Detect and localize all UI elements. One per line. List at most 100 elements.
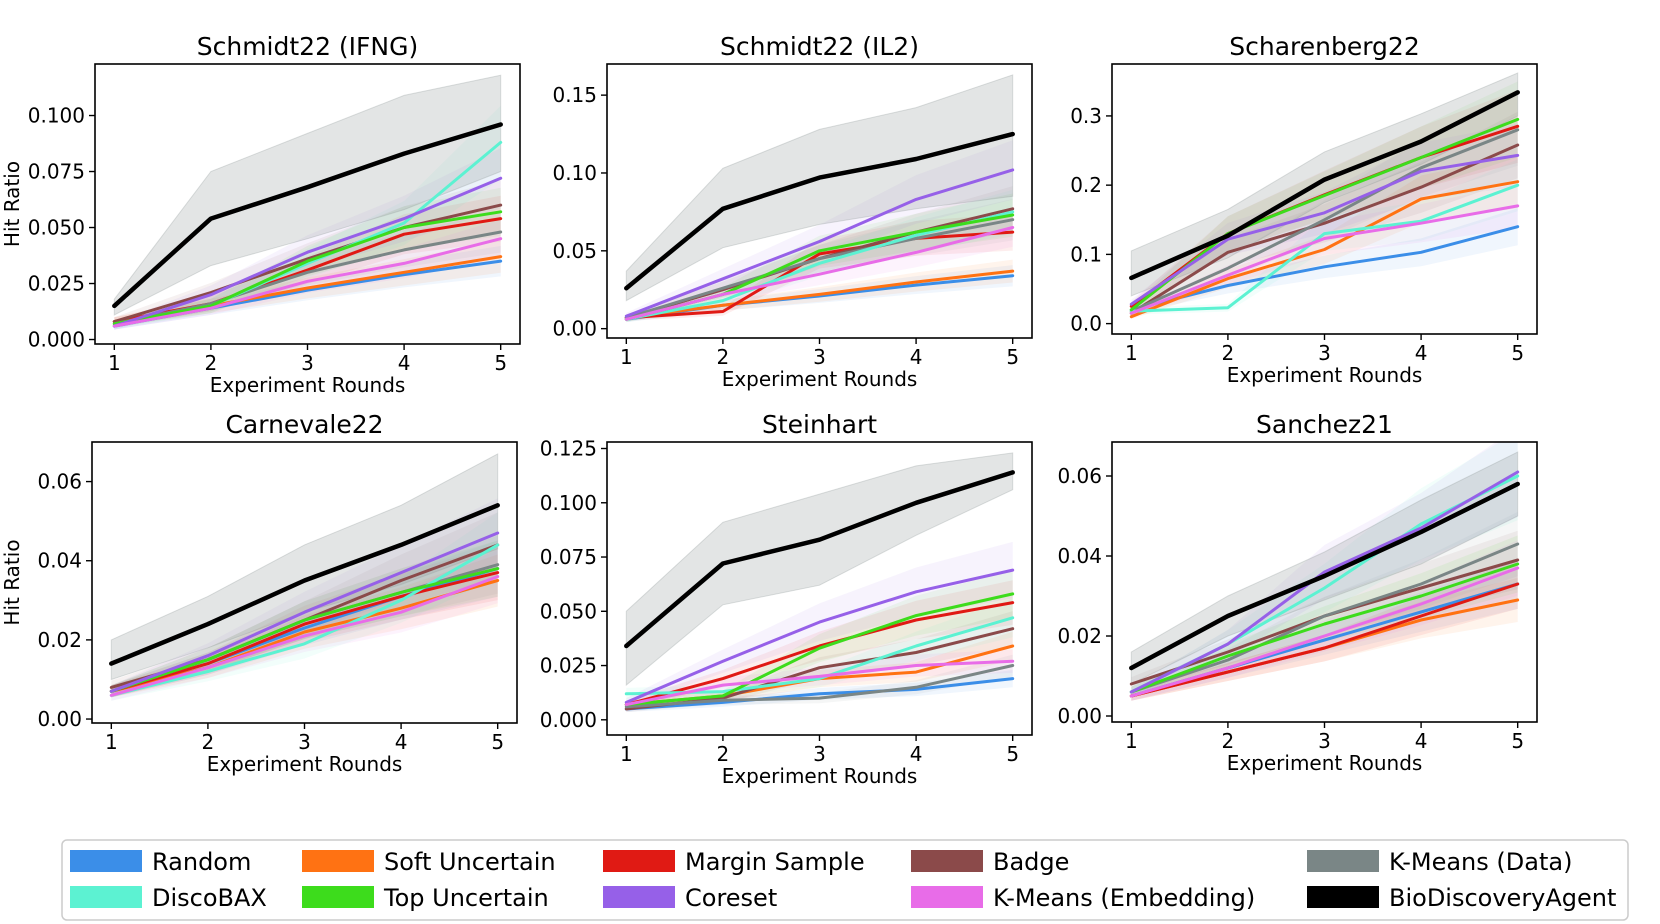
line-bda [1129,481,1520,671]
line-coreset [624,168,1015,318]
x-tick-label: 3 [813,742,826,766]
line-bda [112,122,503,309]
band-discobax [626,189,1013,323]
y-tick-label: 0.1 [1070,242,1102,266]
line-discobax [1129,183,1520,313]
band-margin [1131,89,1518,311]
x-tick-label: 3 [1318,341,1331,365]
line-top [1129,117,1520,312]
x-tick-label: 1 [620,345,633,369]
panel-carnevale22: Carnevale22 1 2 3 4 5 0.00 0.02 0.04 0.06 Experime… [0,410,518,776]
legend-swatch [1307,850,1379,872]
line-bda [1129,90,1520,281]
panel-schmidt22-ifng: Schmidt22 (IFNG) 1 2 3 4 5 0.000 0.025 0.050 0.07… [0,32,521,397]
x-tick-label: 5 [491,730,504,754]
panel-title: Schmidt22 (IL2) [720,32,919,61]
panel-title: Schmidt22 (IFNG) [197,32,419,61]
line-coreset [1129,470,1520,694]
y-tick-label: 0.025 [28,272,85,296]
legend-label: BioDiscoveryAgent [1389,884,1616,912]
x-tick-label: 2 [717,742,730,766]
y-tick-label: 0.06 [1057,464,1102,488]
y-tick-label: 0.075 [540,545,597,569]
line-kmeans_emb [624,659,1015,707]
x-axis-label: Experiment Rounds [1227,751,1423,775]
x-tick-label: 3 [301,351,314,375]
line-margin [1129,582,1520,698]
legend-item-coreset: Coreset [603,884,777,912]
panel-steinhart: Steinhart 1 2 3 4 5 0.000 0.025 0.050 0.075 0.100 0… [540,410,1033,788]
y-tick-label: 0.15 [552,83,597,107]
line-bda [624,131,1015,291]
legend-item-bda: BioDiscoveryAgent [1307,884,1616,912]
y-tick-label: 0.2 [1070,173,1102,197]
band-margin [626,580,1013,709]
x-tick-label: 4 [395,730,408,754]
legend-item-soft: Soft Uncertain [302,848,556,876]
y-tick-label: 0.04 [37,549,82,573]
line-badge [112,203,503,324]
line-kmeans_data [1129,542,1520,694]
x-tick-label: 4 [910,742,923,766]
line-kmeans_emb [1129,204,1520,315]
band-bda [625,452,1014,687]
line-kmeans_emb [112,237,503,328]
line-kmeans_emb [109,575,500,697]
x-tick-label: 2 [717,345,730,369]
legend-item-margin: Margin Sample [603,848,865,876]
x-axis-label: Experiment Rounds [722,367,918,391]
x-tick-label: 3 [298,730,311,754]
x-tick-label: 5 [494,351,507,375]
band-bda [113,74,502,316]
band-coreset [1131,442,1518,698]
y-tick-label: 0.025 [540,654,597,678]
plot-area [624,74,1015,323]
y-tick-label: 0.075 [28,160,85,184]
line-top [624,592,1015,707]
x-tick-label: 1 [1125,729,1138,753]
plot-area [1129,442,1520,701]
x-axis-label: Experiment Rounds [1227,363,1423,387]
line-margin [109,571,500,693]
legend-label: Margin Sample [685,848,865,876]
legend-item-random: Random [70,848,251,876]
band-discobax [114,105,501,330]
y-tick-label: 0.100 [540,491,597,515]
band-coreset [114,148,501,330]
line-kmeans_data [624,218,1015,320]
line-top [112,210,503,326]
y-tick-label: 0.00 [552,317,597,341]
legend-swatch [603,850,675,872]
legend-item-top: Top Uncertain [302,884,549,912]
y-axis-label: Hit Ratio [0,161,24,247]
line-top [1129,562,1520,694]
y-tick-label: 0.050 [540,599,597,623]
plot-area [1129,72,1520,319]
legend-label: Random [152,848,251,876]
x-tick-label: 2 [1222,729,1235,753]
x-axis-label: Experiment Rounds [210,373,406,397]
band-discobax [1131,159,1518,315]
y-tick-label: 0.125 [540,437,597,461]
legend-swatch [302,886,374,908]
legend-label: K-Means (Data) [1389,848,1572,876]
y-tick-label: 0.00 [1057,704,1102,728]
x-tick-label: 2 [202,730,215,754]
line-kmeans_emb [1129,566,1520,698]
panel-schmidt22-il2: Schmidt22 (IL2) 1 2 3 4 5 0.00 0.05 0.10 0.15 Expe… [552,32,1033,391]
y-tick-label: 0.00 [37,707,82,731]
line-kmeans_data [1129,128,1520,313]
legend-swatch [911,850,983,872]
x-tick-label: 2 [205,351,218,375]
line-bda [109,503,500,666]
legend-label: K-Means (Embedding) [993,884,1255,912]
y-tick-label: 0.02 [37,628,82,652]
legend-swatch [911,886,983,908]
legend-label: DiscoBAX [152,884,267,912]
band-coreset [111,498,498,698]
y-tick-label: 0.0 [1070,312,1102,336]
panel-sanchez21: Sanchez21 1 2 3 4 5 0.00 0.02 0.04 0.06 Experiment… [1057,410,1538,775]
line-coreset [112,176,503,328]
band-kmeans_data [1131,93,1518,315]
band-badge [626,611,1013,713]
